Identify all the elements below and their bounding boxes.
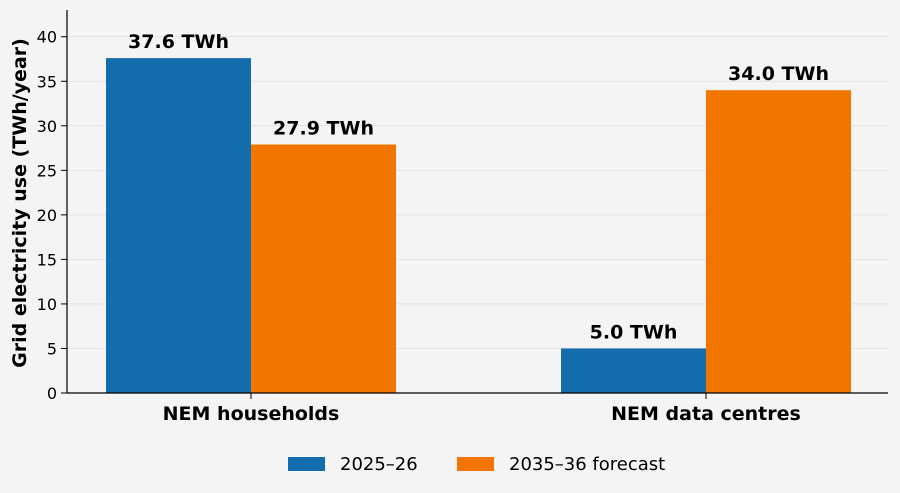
legend: 2025–26 2035–36 forecast <box>288 454 665 475</box>
data-label: 37.6 TWh <box>128 31 229 53</box>
bar-2035-36-1 <box>706 90 851 394</box>
x-category-labels: NEM households NEM data centres <box>163 393 801 425</box>
y-tick-label: 25 <box>37 161 57 180</box>
legend-label: 2025–26 <box>340 454 418 475</box>
legend-swatch <box>457 457 494 471</box>
data-labels: 37.6 TWh 27.9 TWh 5.0 TWh 34.0 TWh <box>128 31 829 343</box>
y-axis-title: Grid electricity use (TWh/year) <box>9 38 31 368</box>
x-category-label: NEM households <box>163 403 340 425</box>
y-ticks: 0 5 10 15 20 25 30 35 40 <box>37 28 67 403</box>
y-tick-label: 15 <box>37 250 57 269</box>
legend-swatch <box>288 457 325 471</box>
y-tick-label: 35 <box>37 72 57 91</box>
y-tick-label: 40 <box>37 28 57 47</box>
axes <box>66 10 888 394</box>
y-tick-label: 10 <box>37 295 57 314</box>
data-label: 5.0 TWh <box>590 321 678 343</box>
bar-2035-36-0 <box>251 144 396 393</box>
y-tick-label: 5 <box>47 339 57 358</box>
y-tick-label: 20 <box>37 206 57 225</box>
legend-label: 2035–36 forecast <box>509 454 665 475</box>
data-label: 34.0 TWh <box>728 63 829 85</box>
bar-2025-26-0 <box>106 58 251 393</box>
bars <box>106 58 851 394</box>
y-tick-label: 30 <box>37 117 57 136</box>
bar-2025-26-1 <box>561 348 706 393</box>
x-category-label: NEM data centres <box>611 403 801 425</box>
y-tick-label: 0 <box>47 384 57 403</box>
data-label: 27.9 TWh <box>273 117 374 139</box>
